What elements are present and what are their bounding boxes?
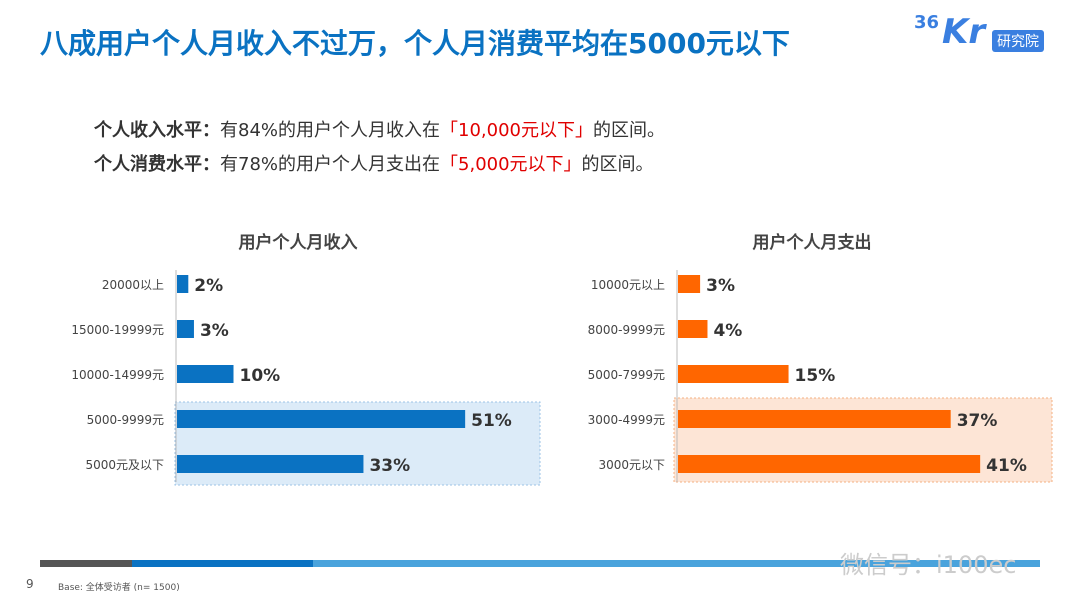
category-label: 8000-9999元 bbox=[588, 323, 665, 337]
summary-expense: 个人消费水平：有78%的用户个人月支出在「5,000元以下」的区间。 bbox=[94, 154, 654, 175]
page-title: 八成用户个人月收入不过万，个人月消费平均在5000元以下 bbox=[40, 27, 790, 60]
data-label: 3% bbox=[706, 276, 735, 296]
base-note: Base: 全体受访者 (n= 1500) bbox=[58, 583, 180, 593]
bar bbox=[177, 275, 189, 293]
chart-title: 用户个人月收入 bbox=[239, 232, 358, 253]
data-label: 41% bbox=[986, 456, 1027, 476]
page-number: 9 bbox=[26, 577, 34, 591]
bar bbox=[177, 320, 194, 338]
footer-bar-gray bbox=[40, 560, 132, 567]
category-label: 5000-7999元 bbox=[588, 368, 665, 382]
footer-bar-blue bbox=[132, 560, 313, 567]
category-label: 10000元以上 bbox=[591, 278, 665, 292]
category-label: 3000元以下 bbox=[598, 458, 665, 472]
chart-title: 用户个人月支出 bbox=[753, 232, 872, 253]
data-label: 10% bbox=[240, 366, 281, 386]
bar bbox=[678, 410, 951, 428]
category-label: 10000-14999元 bbox=[71, 368, 164, 382]
category-label: 3000-4999元 bbox=[588, 413, 665, 427]
summary-income: 个人收入水平：有84%的用户个人月收入在「10,000元以下」的区间。 bbox=[94, 120, 665, 141]
watermark: 微信号：i100ec bbox=[840, 551, 1017, 579]
data-label: 2% bbox=[194, 276, 223, 296]
footer-bar-lightblue bbox=[313, 560, 1040, 567]
bar bbox=[678, 365, 789, 383]
data-label: 15% bbox=[795, 366, 836, 386]
bar bbox=[177, 365, 234, 383]
category-label: 5000-9999元 bbox=[87, 413, 164, 427]
data-label: 51% bbox=[471, 411, 512, 431]
logo-36kr: 36 Kr 研究院 bbox=[914, 12, 1064, 52]
bar bbox=[678, 320, 708, 338]
data-label: 33% bbox=[369, 456, 410, 476]
data-label: 37% bbox=[957, 411, 998, 431]
bar bbox=[177, 410, 466, 428]
data-label: 4% bbox=[713, 321, 742, 341]
bar bbox=[177, 455, 364, 473]
category-label: 20000以上 bbox=[102, 278, 164, 292]
bar bbox=[678, 275, 701, 293]
category-label: 15000-19999元 bbox=[71, 323, 164, 337]
data-label: 3% bbox=[200, 321, 229, 341]
category-label: 5000元及以下 bbox=[85, 458, 164, 472]
bar bbox=[678, 455, 981, 473]
